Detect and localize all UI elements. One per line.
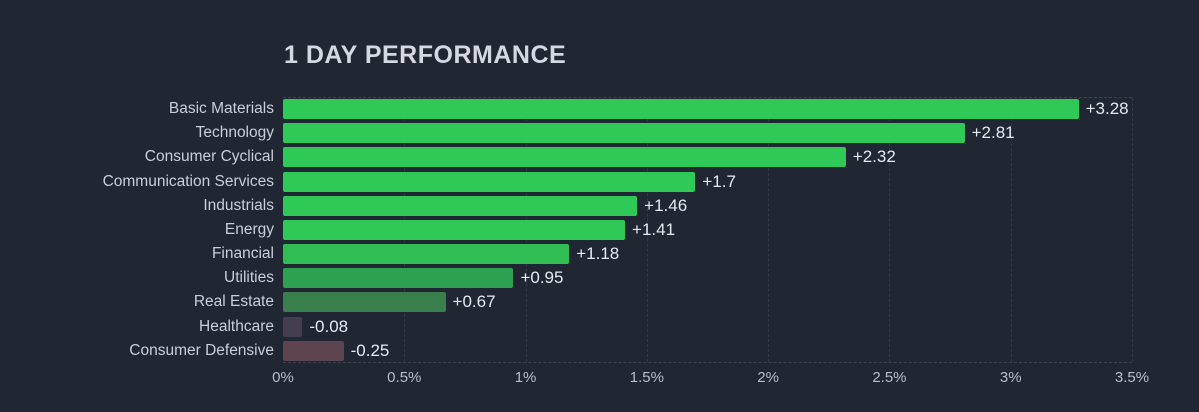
- bar-row: Technology +2.81: [0, 121, 1199, 145]
- gridline: [768, 98, 770, 362]
- value-label: -0.08: [309, 316, 349, 336]
- bar-track: +1.41: [283, 219, 1132, 240]
- bar-track: -0.25: [283, 340, 1132, 361]
- bar-row: Industrials +1.46: [0, 194, 1199, 218]
- value-label: -0.25: [350, 340, 390, 360]
- category-label: Consumer Cyclical: [144, 148, 274, 166]
- category-label: Communication Services: [102, 172, 274, 190]
- sector-bar[interactable]: [283, 123, 965, 144]
- bar-track: +1.18: [283, 244, 1132, 265]
- sector-bar[interactable]: [283, 99, 1079, 120]
- x-tick-label: 1%: [514, 369, 537, 386]
- value-label: +3.28: [1085, 99, 1129, 119]
- sector-bar[interactable]: [283, 292, 446, 313]
- x-tick-label: 3%: [999, 369, 1022, 386]
- gridline: [1132, 98, 1133, 362]
- bar-track: +3.28: [283, 99, 1132, 120]
- category-label: Consumer Defensive: [129, 341, 274, 359]
- x-tick-label: 0%: [272, 369, 294, 386]
- category-label: Utilities: [224, 269, 274, 287]
- bar-rows: Basic Materials +3.28 Technology +2.81 Consu…: [0, 97, 1199, 363]
- x-tick-label: 2.5%: [872, 369, 907, 386]
- value-label: +1.18: [576, 244, 620, 264]
- bar-track: +0.95: [283, 268, 1132, 289]
- value-label: +1.46: [644, 195, 688, 215]
- category-label: Real Estate: [193, 293, 274, 311]
- bar-track: +2.81: [283, 123, 1132, 144]
- value-label: +0.67: [452, 292, 496, 312]
- category-label: Energy: [224, 220, 274, 238]
- value-label: +1.41: [632, 219, 676, 239]
- bar-row: Energy +1.41: [0, 218, 1199, 242]
- bar-track: +0.67: [283, 292, 1132, 313]
- chart-title: 1 DAY PERFORMANCE: [284, 41, 567, 69]
- sector-bar[interactable]: [283, 316, 303, 337]
- bar-track: +2.32: [283, 147, 1132, 168]
- category-label: Basic Materials: [168, 100, 274, 118]
- value-label: +2.81: [971, 123, 1015, 143]
- bar-track: -0.08: [283, 316, 1132, 337]
- bar-row: Utilities +0.95: [0, 266, 1199, 290]
- gridline: [1010, 98, 1012, 362]
- gridline: [889, 98, 891, 362]
- category-label: Financial: [211, 245, 274, 263]
- bar-track: +1.7: [283, 171, 1132, 192]
- bar-row: Real Estate +0.67: [0, 290, 1199, 314]
- gridline: [646, 98, 648, 362]
- bar-row: Financial +1.18: [0, 242, 1199, 266]
- bar-row: Healthcare -0.08: [0, 315, 1199, 339]
- bar-row: Basic Materials +3.28: [0, 97, 1199, 121]
- category-label: Technology: [195, 124, 274, 142]
- x-tick-label: 0.5%: [387, 369, 422, 386]
- sector-bar[interactable]: [283, 340, 344, 361]
- sector-bar[interactable]: [283, 171, 696, 192]
- value-label: +1.7: [702, 171, 736, 191]
- sector-bar[interactable]: [283, 268, 514, 289]
- category-label: Healthcare: [199, 317, 274, 335]
- category-label: Industrials: [203, 196, 274, 214]
- bar-track: +1.46: [283, 195, 1132, 216]
- sector-bar[interactable]: [283, 244, 570, 265]
- bar-row: Consumer Defensive -0.25: [0, 339, 1199, 363]
- value-label: +2.32: [852, 147, 896, 167]
- x-tick-label: 2%: [757, 369, 779, 386]
- sector-bar[interactable]: [283, 147, 846, 168]
- bar-row: Consumer Cyclical +2.32: [0, 145, 1199, 169]
- x-tick-label: 1.5%: [629, 369, 664, 386]
- sector-bar[interactable]: [283, 195, 638, 216]
- value-label: +0.95: [520, 268, 564, 288]
- bar-row: Communication Services +1.7: [0, 170, 1199, 194]
- sector-bar[interactable]: [283, 219, 626, 240]
- x-tick-label: 3.5%: [1114, 369, 1150, 386]
